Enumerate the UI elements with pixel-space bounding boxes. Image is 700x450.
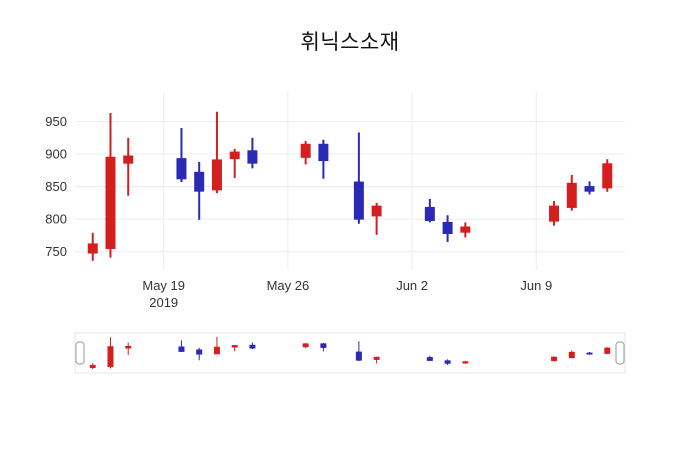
candle[interactable] bbox=[318, 139, 329, 179]
candle[interactable] bbox=[586, 351, 593, 355]
candle[interactable] bbox=[353, 132, 364, 224]
candle-body bbox=[123, 155, 134, 164]
y-tick-label: 750 bbox=[45, 244, 67, 259]
candle-body bbox=[462, 361, 469, 364]
candle[interactable] bbox=[424, 198, 435, 223]
candle-body bbox=[373, 356, 380, 360]
candle[interactable] bbox=[426, 355, 433, 361]
range-slider-left-handle[interactable] bbox=[75, 341, 85, 365]
y-tick-label: 950 bbox=[45, 114, 67, 129]
candle-body bbox=[602, 163, 613, 189]
candle[interactable] bbox=[444, 359, 451, 366]
candle-body bbox=[213, 346, 220, 355]
candle[interactable] bbox=[229, 148, 240, 179]
candle-body bbox=[211, 159, 222, 191]
candle[interactable] bbox=[125, 342, 132, 356]
gridlines bbox=[75, 92, 625, 270]
candle[interactable] bbox=[442, 215, 453, 242]
candle-body bbox=[442, 221, 453, 234]
candle-body bbox=[371, 205, 382, 217]
candle-body bbox=[89, 364, 96, 368]
candle-body bbox=[426, 357, 433, 361]
candle[interactable] bbox=[355, 341, 362, 362]
candle-body bbox=[196, 349, 203, 355]
candle[interactable] bbox=[549, 200, 560, 226]
range-slider-right-handle[interactable] bbox=[615, 341, 625, 365]
candle[interactable] bbox=[300, 141, 311, 165]
x-tick-label: May 26 bbox=[267, 278, 310, 293]
candle-body bbox=[424, 206, 435, 221]
candle-body bbox=[584, 186, 595, 192]
candle[interactable] bbox=[89, 363, 96, 370]
candle-body bbox=[460, 226, 471, 233]
candle[interactable] bbox=[123, 137, 134, 196]
candle[interactable] bbox=[249, 342, 256, 350]
candle-body bbox=[107, 346, 114, 367]
candle[interactable] bbox=[568, 350, 575, 359]
candle-body bbox=[300, 143, 311, 158]
candle[interactable] bbox=[584, 181, 595, 195]
candle-body bbox=[249, 344, 256, 349]
candle[interactable] bbox=[196, 347, 203, 361]
chart-title: 휘닉스소재 bbox=[300, 31, 400, 54]
y-tick-label: 800 bbox=[45, 212, 67, 227]
candle-body bbox=[229, 151, 240, 160]
candle[interactable] bbox=[373, 356, 380, 364]
candle[interactable] bbox=[194, 161, 205, 220]
candle[interactable] bbox=[107, 337, 114, 369]
candle[interactable] bbox=[211, 111, 222, 194]
range-slider-mini-chart bbox=[89, 336, 611, 370]
candle[interactable] bbox=[87, 232, 98, 261]
candle-body bbox=[586, 352, 593, 355]
candle-body bbox=[87, 243, 98, 254]
main-plot bbox=[75, 90, 625, 270]
candle[interactable] bbox=[460, 222, 471, 238]
candle[interactable] bbox=[320, 342, 327, 352]
candle[interactable] bbox=[551, 356, 558, 362]
candle[interactable] bbox=[462, 360, 469, 365]
candle-body bbox=[125, 345, 132, 349]
candle-body bbox=[353, 181, 364, 220]
candle-body bbox=[176, 158, 187, 180]
candle[interactable] bbox=[231, 344, 238, 352]
candle-body bbox=[105, 156, 116, 249]
candle[interactable] bbox=[602, 159, 613, 192]
candle[interactable] bbox=[302, 343, 309, 349]
candle[interactable] bbox=[604, 347, 611, 355]
candle-body bbox=[247, 150, 258, 164]
candle[interactable] bbox=[213, 336, 220, 355]
range-slider-track[interactable] bbox=[74, 332, 626, 374]
x-tick-label: May 19 bbox=[142, 278, 185, 293]
axes: 750 800 850 900 950 May 19 2019 May 26 Jun 2 Jun … bbox=[45, 114, 552, 310]
candle[interactable] bbox=[176, 128, 187, 183]
candle-body bbox=[604, 347, 611, 354]
candle-body bbox=[551, 356, 558, 362]
x-tick-label: Jun 2 bbox=[396, 278, 428, 293]
candle-body bbox=[549, 205, 560, 222]
candle-body bbox=[178, 346, 185, 352]
candle-body bbox=[302, 343, 309, 348]
x-tick-label: Jun 9 bbox=[520, 278, 552, 293]
candle-body bbox=[444, 360, 451, 364]
candle[interactable] bbox=[178, 340, 185, 353]
candle[interactable] bbox=[247, 137, 258, 169]
y-tick-label: 850 bbox=[45, 179, 67, 194]
candle[interactable] bbox=[105, 113, 116, 258]
candle-body bbox=[355, 351, 362, 361]
candle-body bbox=[318, 143, 329, 162]
candle-body bbox=[194, 171, 205, 192]
candle[interactable] bbox=[371, 202, 382, 235]
candle-body bbox=[231, 345, 238, 348]
range-slider[interactable] bbox=[74, 332, 626, 374]
x-tick-label: 2019 bbox=[149, 295, 178, 310]
candle-body bbox=[566, 182, 577, 208]
candle-body bbox=[568, 351, 575, 359]
candle[interactable] bbox=[566, 174, 577, 211]
y-tick-label: 900 bbox=[45, 147, 67, 162]
plot-drag-area[interactable] bbox=[75, 90, 625, 270]
candle-body bbox=[320, 343, 327, 348]
